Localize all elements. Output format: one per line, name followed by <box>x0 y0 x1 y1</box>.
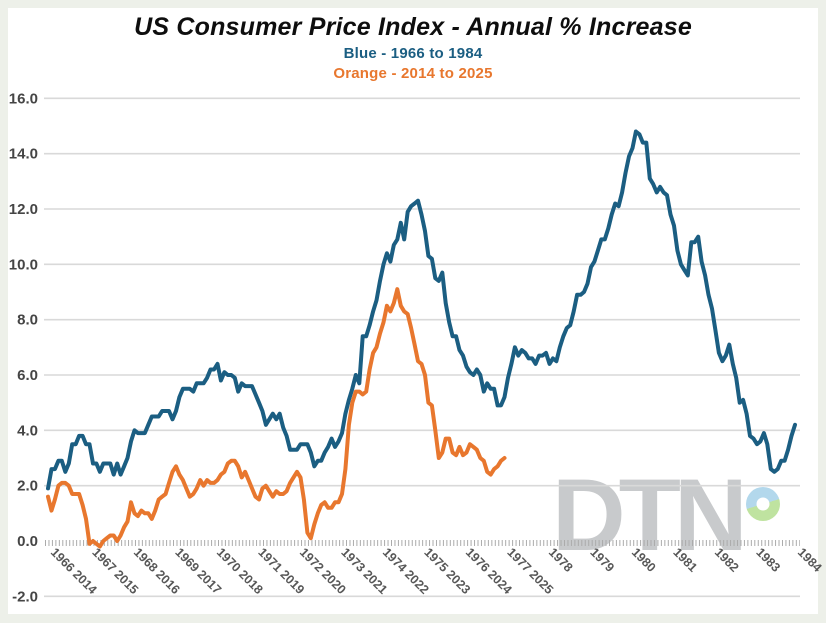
dtn-logo-donut-hole <box>756 497 770 511</box>
y-axis-label: 6.0 <box>17 367 38 384</box>
legend-blue-label: Blue - 1966 to 1984 <box>343 45 483 62</box>
dtn-logo-donut-icon <box>746 487 780 521</box>
x-axis-label: 1980 <box>629 545 659 575</box>
y-axis-label: 16.0 <box>9 90 38 107</box>
y-axis-label: -2.0 <box>12 588 38 605</box>
x-axis-label: 1982 <box>712 545 742 575</box>
y-axis-label: 14.0 <box>9 146 38 163</box>
y-axis-label: 12.0 <box>9 201 38 218</box>
y-axis-label: 2.0 <box>17 478 38 495</box>
x-axis-label: 1983 <box>753 545 783 575</box>
x-axis-label: 1984 <box>795 545 825 575</box>
blue-series-line <box>46 129 797 491</box>
x-axis-label: 1978 <box>546 545 576 575</box>
chart-title: US Consumer Price Index - Annual % Incre… <box>134 13 692 41</box>
orange-series-line <box>46 287 507 549</box>
x-axis-label: 1981 <box>670 545 700 575</box>
legend-orange-label: Orange - 2014 to 2025 <box>333 65 493 82</box>
y-axis-label: 8.0 <box>17 312 38 329</box>
y-axis-label: 10.0 <box>9 256 38 273</box>
x-axis-label: 1979 <box>587 545 617 575</box>
chart-header: US Consumer Price Index - Annual % Incre… <box>0 13 826 82</box>
y-axis-label: 0.0 <box>17 533 38 550</box>
y-axis-label: 4.0 <box>17 422 38 439</box>
dtn-watermark: DTN <box>552 458 748 572</box>
